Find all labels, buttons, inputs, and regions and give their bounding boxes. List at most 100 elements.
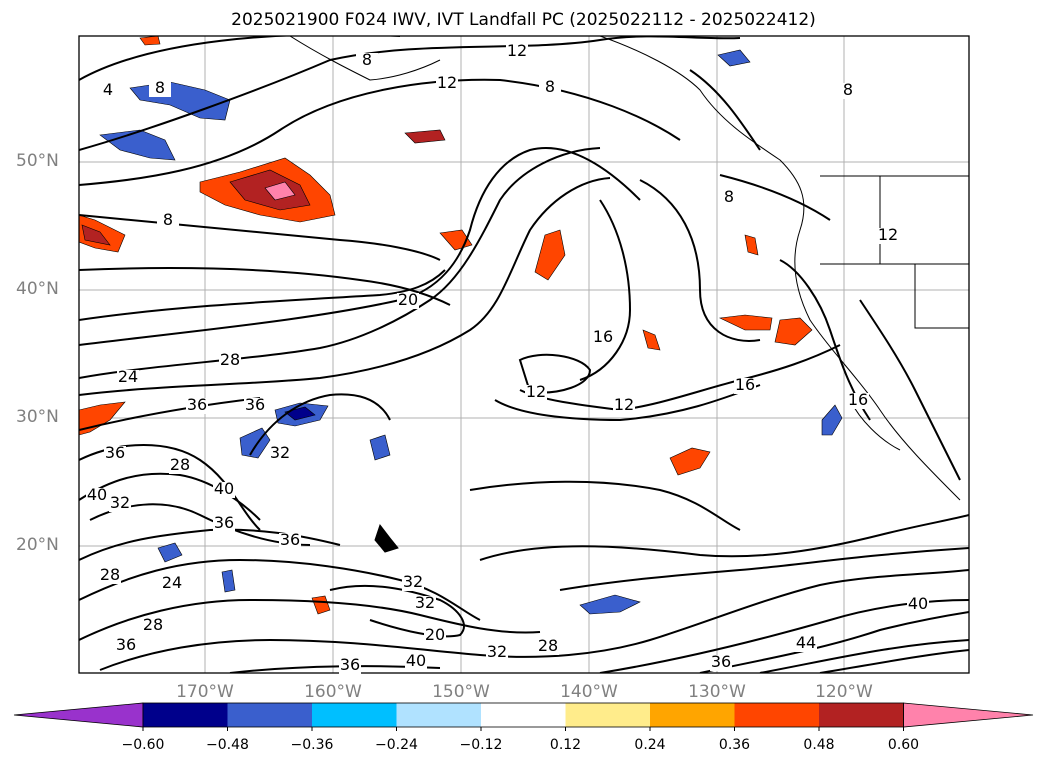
contour-label: 32 [487,642,507,661]
lon-label: 170°W [176,682,234,702]
contour-label-background [104,446,126,462]
contour-label-background [907,597,929,613]
patch-red-24n [669,447,711,476]
contour-label: 12 [437,73,457,92]
contour-label-background [837,83,859,99]
patch-blue-coast-north [717,49,751,67]
patch-west-45n [79,214,126,253]
patch-blue-18n [221,569,236,593]
contour-label: 24 [162,573,182,592]
contour-label: 16 [848,390,868,409]
contour-label-background [613,398,635,414]
contour-label: 40 [406,651,426,670]
lon-label: 150°W [432,682,490,702]
contour-label: 12 [614,395,634,414]
lon-label: 140°W [560,682,618,702]
colorbar-tick-label: −0.48 [206,737,249,753]
contour-label-background [157,213,179,229]
contour-label-background [109,496,131,512]
colorbar-frame [142,702,904,728]
colorbar-tick-label: 0.24 [634,737,666,753]
patch-west-45n-core [81,224,111,246]
contour-label-background [279,533,301,549]
contour-label-background [486,645,508,661]
colorbar-tick-label: 0.36 [718,737,751,753]
contour-label: 36 [105,443,125,462]
contour-label: 40 [87,485,107,504]
contour-label-background [169,458,191,474]
lat-label: 30°N [16,407,59,427]
patch-red-nw-top [139,36,161,46]
colorbar-segment [650,703,735,727]
lat-label: 50°N [16,151,59,171]
contour-label: 32 [415,593,435,612]
colorbar-extend-low [13,702,144,728]
colorbar-tick-label: 0.12 [549,737,582,753]
contour-label: 12 [878,225,898,244]
contour-label-background [414,596,436,612]
contour-label: 24 [118,367,138,386]
contour-label: 28 [143,615,163,634]
contour-label-background [97,83,119,99]
colorbar-tick-label: 0.60 [887,737,920,753]
patch-blue-20n [157,542,183,563]
contour-label-background [795,636,817,652]
contour-label: 8 [362,50,372,69]
contour-label: 32 [110,493,130,512]
contour-label: 32 [403,572,423,591]
contour-label-background [117,370,139,386]
graticule [79,36,969,673]
contour-label-background [244,398,266,414]
contour-label-background [86,488,108,504]
contour-label-background [539,80,561,96]
contour-label-background [525,385,547,401]
patch-red-135w [718,314,773,331]
lat-label: 20°N [16,535,59,555]
contour-label: 16 [735,375,755,394]
contour-label-background [506,44,528,60]
patch-blue-26n [369,434,391,461]
contour-label: 40 [908,594,928,613]
patch-north-pacific-pink [264,181,296,201]
patch-red-52n [404,129,446,144]
contour-label-background [592,330,614,346]
colorbar-segment [143,703,228,727]
contour-label: 36 [245,395,265,414]
contour-label: 28 [100,565,120,584]
colorbar-segment [396,703,482,727]
patch-red-140w-small [642,329,661,351]
contour-label: 16 [593,327,613,346]
contour-label-background [339,658,361,674]
contour-label: 36 [214,513,234,532]
contour-label-background [219,353,241,369]
contour-label-background [710,655,732,671]
contour-label: 44 [796,633,816,652]
contour-label-background [186,398,208,414]
colorbar-tick-label: −0.36 [290,737,334,753]
contour-label: 36 [116,635,136,654]
map-background [79,36,969,673]
map-title: 2025021900 F024 IWV, IVT Landfall PC (20… [231,10,816,30]
contour-label-background [397,293,419,309]
colorbar-segment [481,703,566,727]
contour-label-background [213,516,235,532]
contour-label: 12 [507,41,527,60]
contour-label-background [436,76,458,92]
colorbar-tick-label: 0.48 [803,737,835,753]
contour-label-background [847,393,869,409]
contour-label: 36 [280,530,300,549]
contour-label-background [424,628,446,644]
lat-label: 40°N [16,279,59,299]
contour-label: 28 [538,636,558,655]
contour-label: 36 [340,655,360,674]
contour-label-background [149,81,171,97]
colorbar-tick-label: −0.60 [121,737,165,753]
patch-red-coast-38n [774,317,813,346]
colorbar-tick-label: −0.24 [375,737,418,753]
contour-label: 28 [220,350,240,369]
contour-label-background [877,228,899,244]
colorbar-segment [734,703,820,727]
colorbar-segment [227,703,313,727]
